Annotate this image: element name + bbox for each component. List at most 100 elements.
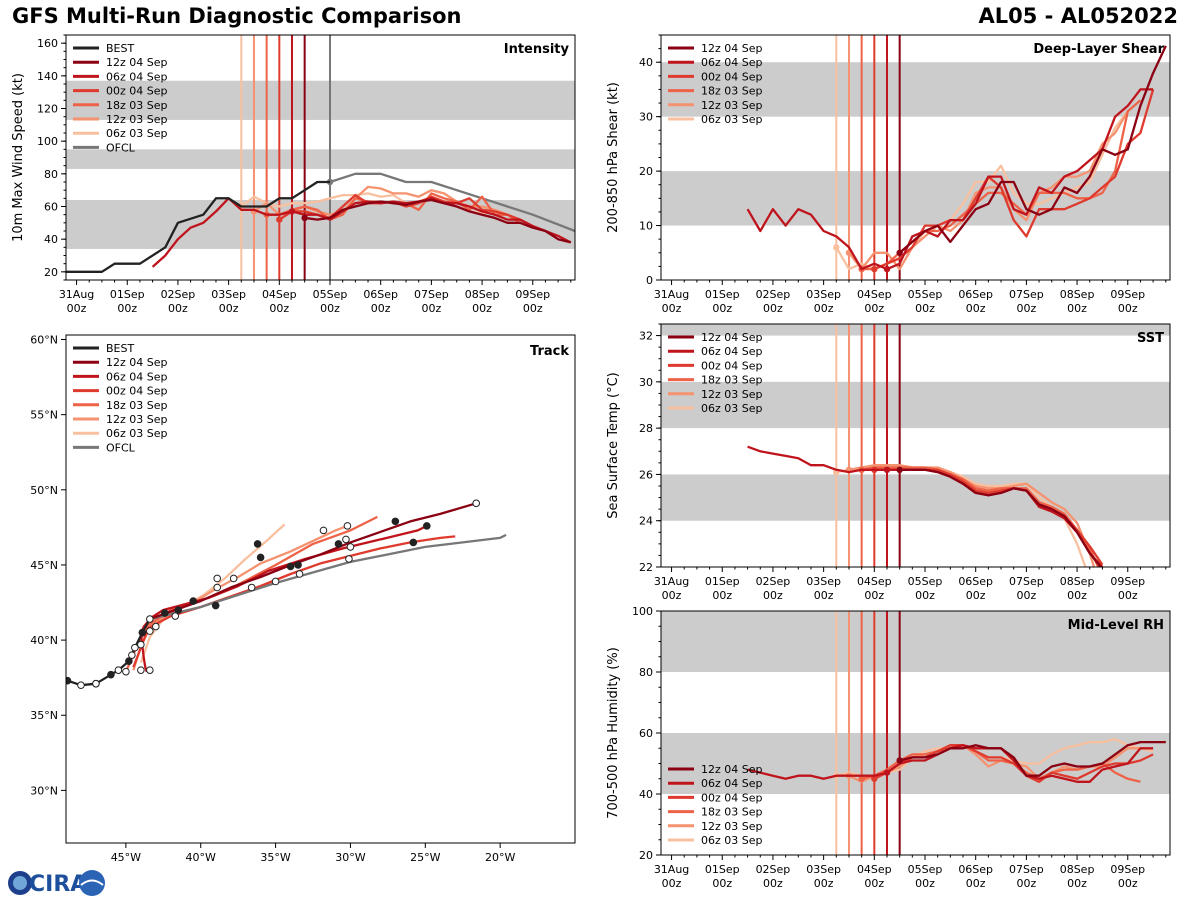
rh-legend-label-00z-04-sep: 00z 04 Sep: [701, 791, 763, 804]
track-xtick-label: 25°W: [410, 851, 440, 864]
shear-plot-area: [661, 35, 1170, 280]
intensity-legend-label-06z-04-sep: 06z 04 Sep: [106, 70, 168, 83]
shear-legend-label-00z-04-sep: 00z 04 Sep: [701, 70, 763, 83]
rh-xtick-hour: 00z: [966, 877, 986, 890]
track-best-marker: [138, 628, 147, 637]
track-xtick-label: 35°W: [260, 851, 290, 864]
shear-xtick-hour: 00z: [1067, 302, 1087, 315]
intensity-ytick-label: 100: [37, 135, 58, 148]
intensity-series-best: [66, 180, 330, 273]
intensity-panel: 2040608010012014016031Aug00z01Sep00z02Se…: [11, 34, 576, 315]
intensity-legend-label-ofcl: OFCL: [106, 141, 136, 154]
sst-ytick-label: 26: [639, 468, 653, 481]
track-xtick-label: 45°W: [111, 851, 141, 864]
track-legend-label-12z-03-sep: 12z 03 Sep: [106, 413, 168, 426]
shear-xtick-hour: 00z: [1118, 302, 1138, 315]
intensity-xtick-date: 31Aug: [59, 288, 94, 301]
sst-legend-label-00z-04-sep: 00z 04 Sep: [701, 359, 763, 372]
sst-legend-label-18z-03-sep: 18z 03 Sep: [701, 374, 763, 387]
intensity-xtick-date: 01Sep: [110, 288, 145, 301]
rh-band-1: [661, 611, 1170, 672]
track-marker-filled: [391, 517, 400, 526]
track-marker-filled: [294, 561, 302, 569]
track-legend-label-06z-03-sep: 06z 03 Sep: [106, 427, 168, 440]
intensity-legend-label-18z-03-sep: 18z 03 Sep: [106, 99, 168, 112]
intensity-legend-label-00z-04-sep: 00z 04 Sep: [106, 85, 168, 98]
shear-ytick-label: 0: [646, 274, 653, 287]
sst-ytick-label: 32: [639, 330, 653, 343]
rh-panel: 2040608010031Aug00z01Sep00z02Sep00z03Sep…: [606, 605, 1171, 890]
intensity-ytick-label: 40: [44, 233, 58, 246]
shear-marker-06z-04-sep: [883, 265, 891, 273]
shear-marker-00z-04-sep: [871, 265, 878, 273]
shear-xtick-date: 02Sep: [756, 288, 791, 301]
shear-xtick-date: 01Sep: [705, 288, 740, 301]
intensity-series-ofcl: [329, 172, 575, 233]
track-marker-open: [319, 526, 328, 535]
shear-ytick-label: 40: [639, 56, 653, 69]
sst-xtick-hour: 00z: [1016, 589, 1036, 602]
track-marker-filled: [422, 522, 431, 530]
rh-xtick-hour: 00z: [1118, 877, 1138, 890]
rh-legend-label-12z-03-sep: 12z 03 Sep: [701, 820, 763, 833]
track-marker-open: [122, 667, 130, 676]
rh-xtick-date: 08Sep: [1060, 863, 1095, 876]
rh-xtick-date: 05Sep: [908, 863, 943, 876]
intensity-xtick-hour: 00z: [117, 302, 137, 315]
track-legend-label-12z-04-sep: 12z 04 Sep: [106, 356, 168, 369]
sst-xtick-date: 06Sep: [958, 575, 993, 588]
track-xtick-label: 30°W: [335, 851, 365, 864]
rh-xtick-hour: 00z: [1067, 877, 1087, 890]
rh-legend-label-12z-04-sep: 12z 04 Sep: [701, 763, 763, 776]
figure-title: GFS Multi-Run Diagnostic Comparison: [12, 4, 462, 28]
sst-series-12z-04-sep: [899, 468, 1103, 567]
track-best-marker: [125, 657, 133, 665]
rh-series-12z-04-sep: [899, 740, 1166, 777]
rh-xtick-date: 09Sep: [1110, 863, 1145, 876]
sst-panel: 22242628303231Aug00z01Sep00z02Sep00z03Se…: [606, 323, 1171, 602]
track-marker-filled: [189, 597, 198, 605]
intensity-marker-ofcl: [326, 178, 334, 186]
shear-legend-label-12z-03-sep: 12z 03 Sep: [701, 99, 763, 112]
sst-xtick-hour: 00z: [915, 589, 935, 602]
track-marker-open: [271, 577, 280, 586]
sst-xtick-date: 07Sep: [1009, 575, 1044, 588]
sst-xtick-hour: 00z: [763, 589, 783, 602]
track-frame: [65, 334, 576, 844]
track-marker-open: [137, 640, 145, 649]
rh-xtick-date: 07Sep: [1009, 863, 1044, 876]
intensity-xtick-hour: 00z: [523, 302, 543, 315]
intensity-xtick-date: 08Sep: [465, 288, 500, 301]
track-best-marker: [131, 643, 139, 652]
sst-legend-label-06z-04-sep: 06z 04 Sep: [701, 345, 763, 358]
track-legend-label-ofcl: OFCL: [106, 441, 136, 454]
shear-marker-12z-04-sep: [896, 249, 903, 256]
rh-xtick-hour: 00z: [662, 877, 682, 890]
track-series-06z-03-sep: [139, 523, 286, 663]
shear-xtick-hour: 00z: [915, 302, 935, 315]
intensity-xtick-date: 09Sep: [515, 288, 550, 301]
shear-legend-label-06z-03-sep: 06z 03 Sep: [701, 113, 763, 126]
rh-xtick-date: 02Sep: [756, 863, 791, 876]
sst-legend-label-12z-04-sep: 12z 04 Sep: [701, 331, 763, 344]
intensity-plot-area: [66, 35, 575, 280]
shear-ytick-label: 20: [639, 165, 653, 178]
track-ytick-label: 40°N: [30, 634, 58, 647]
sst-xtick-date: 09Sep: [1110, 575, 1145, 588]
intensity-ytick-label: 140: [37, 70, 58, 83]
shear-legend-label-12z-04-sep: 12z 04 Sep: [701, 42, 763, 55]
sst-frame: [660, 323, 1171, 568]
track-marker-filled: [256, 553, 265, 562]
track-ytick-label: 45°N: [30, 559, 58, 572]
track-plot-area: [66, 499, 507, 689]
track-marker-open: [171, 612, 180, 620]
shear-title: Deep-Layer Shear: [1033, 42, 1164, 57]
track-marker-open: [472, 499, 480, 508]
sst-xtick-hour: 00z: [814, 589, 834, 602]
sst-xtick-hour: 00z: [1118, 589, 1138, 602]
track-marker-open: [146, 627, 154, 635]
shear-panel: 01020304031Aug00z01Sep00z02Sep00z03Sep00…: [606, 34, 1171, 315]
track-marker-open: [137, 666, 145, 674]
track-ytick-label: 50°N: [30, 484, 58, 497]
